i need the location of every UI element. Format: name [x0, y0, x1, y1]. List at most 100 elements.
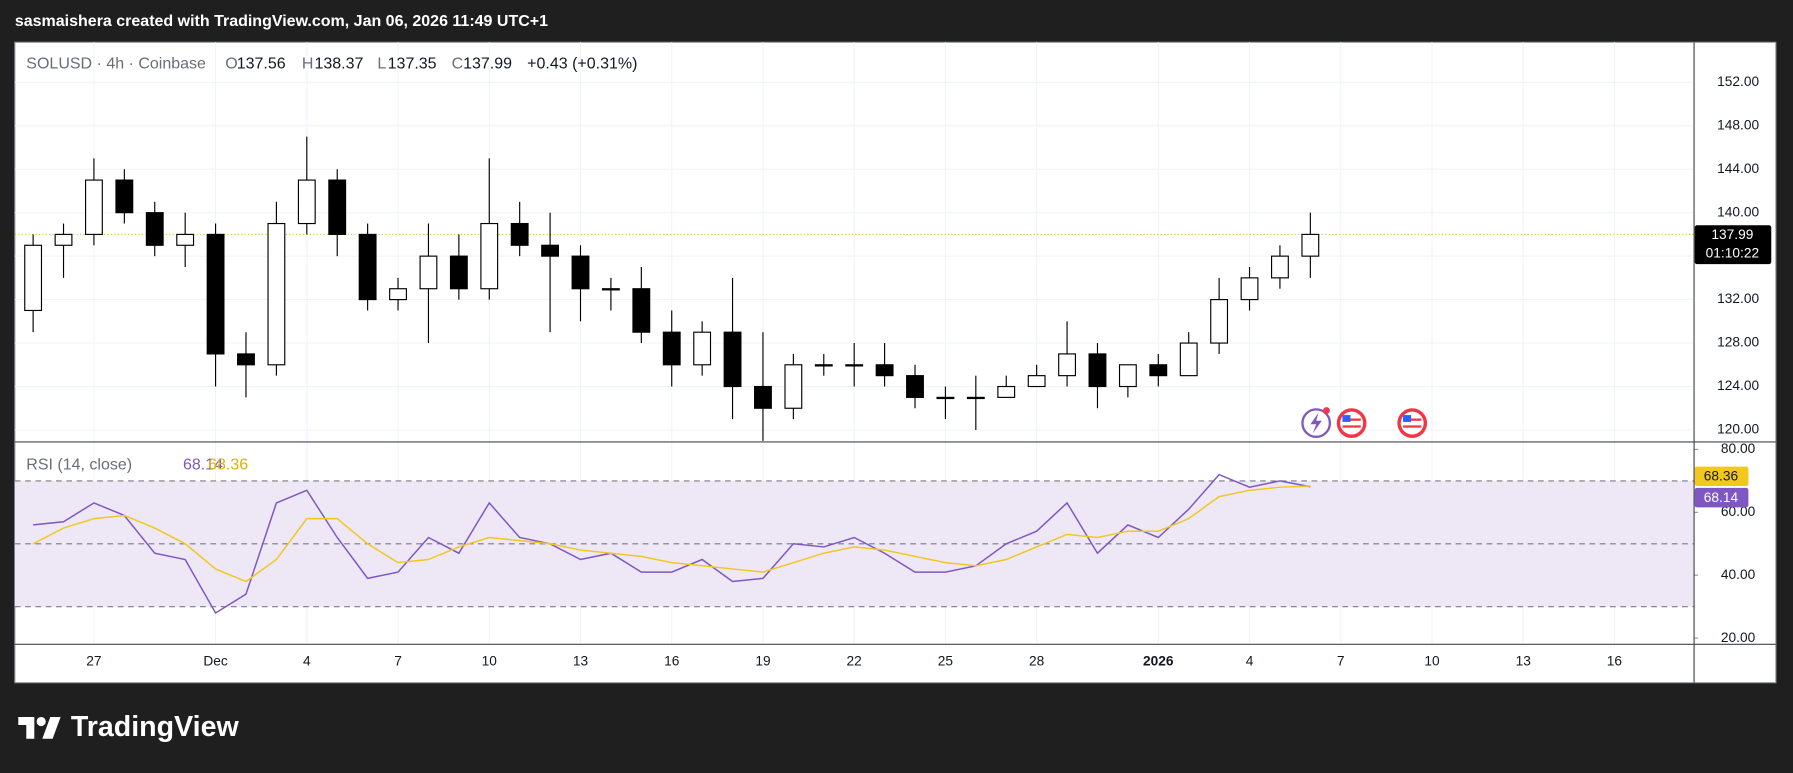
- candle-body: [1210, 299, 1229, 344]
- y-tick-label: 120.00: [1717, 422, 1759, 437]
- candle-body: [814, 364, 833, 367]
- candle-body: [237, 353, 255, 366]
- x-tick-label: 4: [303, 654, 311, 669]
- candle-body: [1301, 233, 1320, 257]
- y-tick-label: 148.00: [1717, 117, 1759, 132]
- legend-c-label: C: [452, 55, 464, 72]
- y-tick-label: 124.00: [1717, 378, 1759, 393]
- plot: 27 Dec 4 7 10 13 16 19 22 25 28 2026 4 7 10 13 16 120.00 1…: [14, 42, 1759, 669]
- legend-high: 138.37: [314, 55, 363, 72]
- x-tick-label: Dec: [203, 654, 228, 669]
- rsi-line: [33, 473, 1311, 615]
- ai-icon: [1310, 412, 1322, 434]
- candle-body: [145, 212, 164, 246]
- x-tick-label: 13: [1516, 654, 1532, 669]
- legend-open: 137.56: [237, 55, 286, 72]
- event-markers: [1301, 407, 1428, 438]
- rsi-legend: RSI (14, close) 68.14 68.36: [26, 457, 248, 474]
- x-tick-label: 28: [1029, 654, 1045, 669]
- candle-body: [966, 396, 985, 400]
- candle-body: [510, 222, 529, 246]
- price-tag-value: 137.99: [1711, 227, 1753, 242]
- candle-body: [541, 244, 560, 257]
- legend-symbol: SOLUSD · 4h · Coinbase: [26, 55, 206, 72]
- price-tag: 137.99 01:10:22: [1694, 225, 1772, 265]
- y-tick-label: 40.00: [1721, 567, 1756, 582]
- y-tick-label: 152.00: [1717, 74, 1759, 89]
- candle-body: [297, 179, 316, 225]
- candle-body: [1179, 342, 1198, 377]
- y-tick-label: 80.00: [1721, 441, 1756, 456]
- candle-body: [601, 288, 620, 291]
- candle-body: [1088, 353, 1107, 388]
- us-flag-stripe: [1342, 425, 1361, 428]
- candle-body: [723, 331, 742, 388]
- logo-part: [36, 716, 46, 727]
- rsi-tag-label: 68.14: [1704, 490, 1739, 505]
- rsi-value: 68.14: [183, 457, 223, 474]
- x-tick-label: 4: [1246, 654, 1254, 669]
- candle-body: [85, 179, 103, 235]
- brand: TradingView: [18, 711, 239, 743]
- rsi-tag: [1694, 466, 1749, 487]
- legend-change: +0.43 (+0.31%): [527, 55, 637, 72]
- y-tick-label: 132.00: [1717, 291, 1759, 306]
- candle-body: [267, 222, 286, 366]
- us-flag-stripe: [1403, 418, 1422, 421]
- candle-body: [176, 233, 195, 246]
- ai-dot: [1323, 407, 1330, 414]
- us-flag-stripe: [1342, 418, 1361, 421]
- legend-h-label: H: [302, 55, 314, 72]
- logo-part: [42, 716, 61, 739]
- candle-body: [206, 233, 225, 355]
- rsi-ma-value: 68.36: [208, 457, 248, 474]
- candle-body: [1270, 255, 1289, 279]
- candle-body: [1118, 364, 1137, 388]
- us-flag-stripe: [1403, 425, 1422, 428]
- candle-body: [449, 255, 468, 290]
- candle-body: [1058, 353, 1076, 377]
- candle-body: [997, 385, 1016, 398]
- x-tick-label: 22: [847, 654, 862, 669]
- rsi-title: RSI (14, close): [26, 457, 132, 474]
- footer-brand[interactable]: TradingView: [71, 711, 240, 743]
- candle-body: [754, 385, 772, 409]
- x-tick-label: 16: [664, 654, 680, 669]
- candle-body: [632, 288, 651, 333]
- legend-l-label: L: [377, 55, 386, 72]
- rsi-line: [32, 485, 1311, 583]
- candle-body: [1027, 375, 1046, 388]
- x-tick-label: 16: [1607, 654, 1623, 669]
- candle-body: [571, 255, 590, 290]
- x-tick-label: 13: [573, 654, 589, 669]
- candle-body: [115, 179, 134, 214]
- y-tick-label: 144.00: [1717, 161, 1759, 176]
- x-tick-label: 2026: [1143, 654, 1174, 669]
- x-tick-label: 19: [755, 654, 770, 669]
- candle-body: [936, 396, 955, 400]
- y-tick-label: 128.00: [1717, 335, 1759, 350]
- rsi-tag: [1694, 487, 1749, 508]
- candle-body: [845, 364, 864, 367]
- candle-body: [419, 255, 438, 290]
- legend-low: 137.35: [388, 55, 437, 72]
- candle-body: [24, 244, 43, 312]
- legend: SOLUSD · 4h · Coinbase O 137.56 H 138.37…: [26, 55, 637, 72]
- candle-body: [1149, 364, 1168, 377]
- candle-body: [54, 233, 73, 246]
- candle-body: [662, 331, 681, 366]
- candle-body: [784, 364, 803, 409]
- x-tick-label: 10: [482, 654, 498, 669]
- candle-body: [875, 364, 894, 377]
- candle-body: [328, 179, 347, 235]
- legend-close: 137.99: [463, 55, 512, 72]
- legend-o-label: O: [225, 55, 237, 72]
- y-tick-label: 60.00: [1721, 504, 1756, 519]
- us-flag-canton: [1403, 415, 1412, 422]
- rsi-tag-label: 68.36: [1704, 469, 1739, 484]
- y-tick-label: 20.00: [1721, 630, 1756, 645]
- price-tag-box: [1694, 225, 1772, 265]
